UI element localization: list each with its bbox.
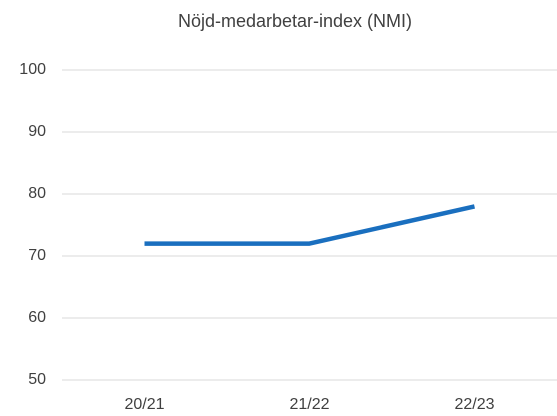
x-tick-label: 20/21 bbox=[124, 396, 164, 413]
y-tick-label: 50 bbox=[28, 371, 46, 388]
y-tick-label: 80 bbox=[28, 185, 46, 202]
x-tick-label: 22/23 bbox=[454, 396, 494, 413]
y-tick-label: 90 bbox=[28, 123, 46, 140]
data-line bbox=[144, 204, 475, 246]
x-tick-label: 21/22 bbox=[289, 396, 329, 413]
y-tick-label: 60 bbox=[28, 309, 46, 326]
y-tick-label: 100 bbox=[19, 61, 46, 78]
chart-title: Nöjd-medarbetar-index (NMI) bbox=[178, 11, 412, 31]
y-tick-label: 70 bbox=[28, 247, 46, 264]
